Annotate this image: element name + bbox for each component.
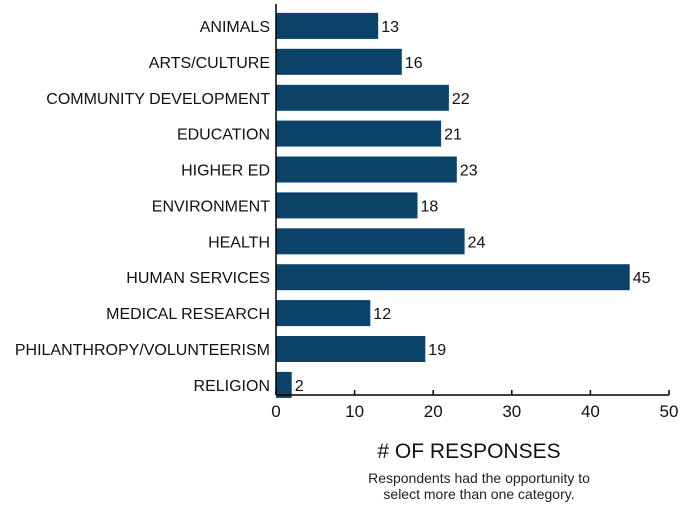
value-label-1: 16 bbox=[405, 55, 423, 72]
category-label-5: ENVIRONMENT bbox=[152, 198, 270, 215]
value-label-10: 2 bbox=[295, 378, 304, 395]
bar-9 bbox=[276, 336, 426, 362]
bar-3 bbox=[276, 120, 442, 147]
bar-1 bbox=[276, 48, 402, 75]
value-label-7: 45 bbox=[633, 270, 651, 287]
category-label-6: HEALTH bbox=[208, 234, 270, 251]
x-tick-label-3: 30 bbox=[502, 402, 521, 421]
value-label-2: 22 bbox=[452, 91, 470, 108]
category-label-0: ANIMALS bbox=[200, 19, 270, 36]
bar-0 bbox=[276, 12, 379, 39]
category-label-10: RELIGION bbox=[194, 378, 270, 395]
x-tick-label-0: 0 bbox=[271, 402, 280, 421]
value-label-8: 12 bbox=[373, 306, 391, 323]
value-label-9: 19 bbox=[428, 342, 446, 359]
bar-10 bbox=[276, 371, 292, 398]
x-tick-label-4: 40 bbox=[581, 402, 600, 421]
value-label-5: 18 bbox=[421, 198, 439, 215]
value-label-6: 24 bbox=[468, 234, 486, 251]
category-labels: ANIMALS ARTS/CULTURE COMMUNITY DEVELOPMENT… bbox=[15, 19, 270, 395]
value-labels: 13 16 22 21 23 18 24 45 12 19 2 bbox=[295, 19, 651, 395]
category-label-1: ARTS/CULTURE bbox=[149, 55, 270, 72]
bar-2 bbox=[276, 84, 449, 111]
bar-6 bbox=[276, 228, 465, 255]
category-label-9: PHILANTHROPY/VOLUNTEERISM bbox=[15, 342, 270, 359]
bar-8 bbox=[276, 300, 371, 327]
footnote-line-1: Respondents had the opportunity to bbox=[368, 470, 590, 486]
value-label-4: 23 bbox=[460, 163, 478, 180]
bar-7 bbox=[276, 264, 630, 291]
footnote-line-2: select more than one category. bbox=[383, 486, 574, 502]
x-tick-label-1: 10 bbox=[345, 402, 364, 421]
bar-5 bbox=[276, 192, 418, 219]
x-tick-label-5: 50 bbox=[660, 402, 679, 421]
value-label-0: 13 bbox=[381, 19, 399, 36]
bars-group bbox=[276, 12, 630, 398]
category-label-4: HIGHER ED bbox=[181, 163, 270, 180]
category-label-3: EDUCATION bbox=[177, 127, 270, 144]
x-axis-ticks: 0 10 20 30 40 50 bbox=[271, 390, 678, 421]
category-label-8: MEDICAL RESEARCH bbox=[106, 306, 270, 323]
value-label-3: 21 bbox=[444, 127, 462, 144]
x-tick-label-2: 20 bbox=[424, 402, 443, 421]
category-label-7: HUMAN SERVICES bbox=[126, 270, 270, 287]
x-axis-title: # OF RESPONSES bbox=[377, 440, 560, 463]
bar-4 bbox=[276, 156, 457, 183]
category-label-2: COMMUNITY DEVELOPMENT bbox=[46, 91, 270, 108]
